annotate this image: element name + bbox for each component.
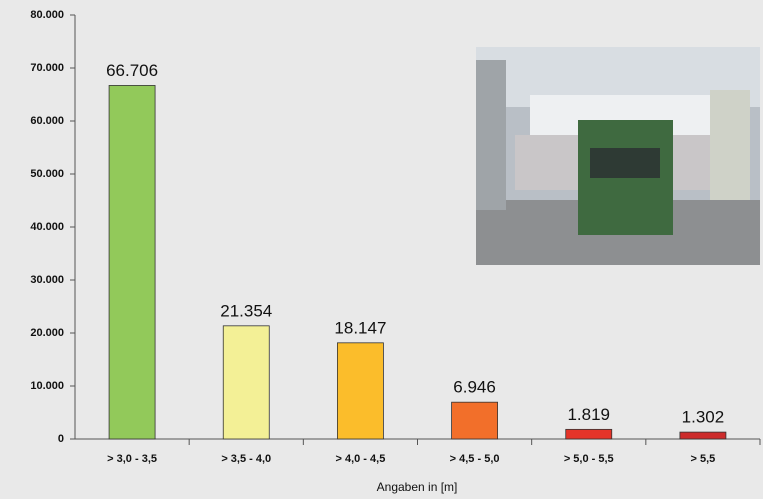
y-tick-label: 60.000 [30, 115, 64, 127]
value-label: 18.147 [334, 318, 386, 337]
x-tick-label: > 5,5 [691, 453, 716, 465]
value-label: 21.354 [220, 301, 272, 320]
bar [108, 85, 156, 440]
x-tick-label: > 3,0 - 3,5 [107, 453, 157, 465]
y-tick-label: 70.000 [30, 62, 64, 74]
value-label: 1.819 [567, 405, 610, 424]
bar [337, 342, 384, 440]
bar [679, 431, 727, 440]
bar [565, 428, 613, 440]
x-tick-label: > 4,5 - 5,0 [450, 453, 500, 465]
value-label: 66.706 [106, 61, 158, 80]
bar [451, 401, 498, 440]
bar [222, 325, 270, 440]
y-tick-label: 30.000 [30, 274, 64, 286]
x-tick-label: > 5,0 - 5,5 [564, 453, 614, 465]
value-label: 1.302 [682, 408, 725, 427]
y-tick-label: 80.000 [30, 9, 64, 21]
value-label: 6.946 [453, 378, 496, 397]
y-tick-label: 50.000 [30, 168, 64, 180]
x-tick-label: > 4,0 - 4,5 [335, 453, 385, 465]
y-tick-label: 40.000 [30, 221, 64, 233]
photo [476, 47, 760, 265]
y-tick-label: 0 [58, 433, 64, 445]
x-tick-label: > 3,5 - 4,0 [221, 453, 271, 465]
x-axis-title: Angaben in [m] [377, 480, 458, 494]
y-tick-label: 10.000 [30, 380, 64, 392]
y-tick-label: 20.000 [30, 327, 64, 339]
